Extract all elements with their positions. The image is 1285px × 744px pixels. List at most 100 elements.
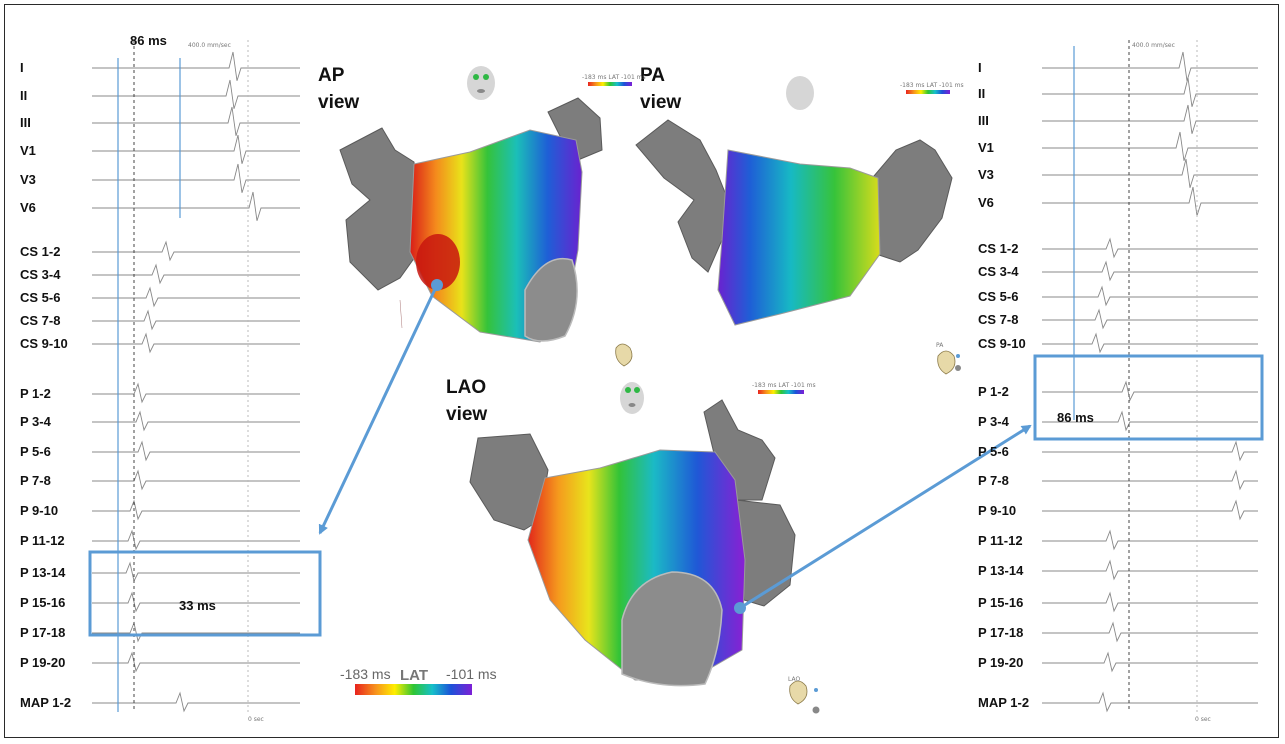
- left-lead-label: P 7-8: [20, 473, 51, 488]
- right-lead-label: CS 5-6: [978, 289, 1019, 304]
- left-lead-label: CS 5-6: [20, 290, 61, 305]
- left-egm-trace: [92, 621, 300, 643]
- right-lead-label: II: [978, 86, 986, 101]
- left-egm-trace: [92, 51, 300, 81]
- ap-view-map: [339, 97, 603, 343]
- lao-mini-bar-labels: -183 ms LAT -101 ms: [752, 382, 816, 389]
- left-lead-label: P 3-4: [20, 414, 51, 429]
- right-lead-label: CS 7-8: [978, 312, 1019, 327]
- left-egm-trace: [92, 410, 300, 432]
- lat-min-label: -183 ms: [340, 666, 391, 682]
- right-lead-label: P 17-18: [978, 625, 1024, 640]
- left-lead-label: P 1-2: [20, 386, 51, 401]
- lao-view-map: [469, 399, 796, 687]
- right-highlight-box: [1033, 354, 1264, 441]
- left-egm-trace: [92, 591, 300, 613]
- left-egm-trace: [92, 332, 300, 354]
- right-sweep-speed: 400.0 mm/sec: [1132, 42, 1175, 49]
- pa-view-label: PA view: [640, 65, 682, 113]
- left-lead-label: CS 9-10: [20, 336, 68, 351]
- right-lead-label: P 11-12: [978, 533, 1023, 548]
- left-lead-label: P 19-20: [20, 655, 66, 670]
- right-egm-trace: [1042, 380, 1258, 402]
- lao-view-label: LAO view: [446, 377, 488, 425]
- right-egm-trace: [1042, 559, 1258, 581]
- left-lead-label: P 17-18: [20, 625, 66, 640]
- ap-view-label: AP view: [318, 65, 360, 113]
- left-egm-trace: [92, 529, 300, 551]
- right-lead-label: III: [978, 113, 989, 128]
- right-egm-trace: [1042, 260, 1258, 282]
- lao-orientation-badge: LAO: [788, 676, 801, 683]
- left-egm-trace: [92, 309, 300, 331]
- right-lead-label: P 7-8: [978, 473, 1009, 488]
- pa-orientation-badge: PA: [936, 342, 944, 349]
- center-heart-icon: [615, 343, 633, 367]
- right-lead-label: CS 9-10: [978, 336, 1026, 351]
- left-lead-label: P 15-16: [20, 595, 66, 610]
- right-lead-label: CS 3-4: [978, 264, 1019, 279]
- right-egm-trace: [1042, 591, 1258, 613]
- left-egm-trace: [92, 382, 300, 404]
- right-lead-label: P 5-6: [978, 444, 1009, 459]
- pa-mini-bar-labels: -183 ms LAT -101 ms: [900, 82, 964, 89]
- right-egm-trace: [1042, 237, 1258, 259]
- right-lead-label: V1: [978, 140, 994, 155]
- left-egm-trace: [92, 651, 300, 673]
- left-egm-trace: [92, 240, 300, 262]
- ap-to-left-egm-arrow: [318, 284, 439, 535]
- left-egm-trace: [92, 191, 300, 221]
- left-egm-trace: [92, 106, 300, 136]
- left-egm-trace: [92, 286, 300, 308]
- right-egm-traces: [1042, 51, 1258, 713]
- right-box-interval: 86 ms: [1057, 410, 1094, 425]
- left-egm-trace: [92, 163, 300, 193]
- right-egm-trace: [1042, 691, 1258, 713]
- left-lead-label: P 5-6: [20, 444, 51, 459]
- right-egm-trace: [1042, 158, 1258, 188]
- right-egm-trace: [1042, 499, 1258, 521]
- left-egm-trace: [92, 79, 300, 109]
- right-egm-trace: [1042, 51, 1258, 81]
- ap-mini-colorbar: [588, 82, 632, 86]
- left-egm-trace: [92, 440, 300, 462]
- lao-head-icon: [620, 382, 644, 414]
- left-egm-trace: [92, 469, 300, 491]
- right-egm-trace: [1042, 285, 1258, 307]
- right-egm-trace: [1042, 186, 1258, 216]
- right-egm-trace: [1042, 469, 1258, 491]
- right-lead-label: P 13-14: [978, 563, 1024, 578]
- left-egm-trace: [92, 499, 300, 521]
- left-lead-label: III: [20, 115, 31, 130]
- lat-max-label: -101 ms: [446, 666, 497, 682]
- left-egm-trace: [92, 691, 300, 713]
- right-lead-label: P 15-16: [978, 595, 1024, 610]
- left-lead-label: II: [20, 88, 28, 103]
- lao-orientation-icon: [789, 680, 820, 714]
- left-lead-label: MAP 1-2: [20, 695, 72, 710]
- right-lead-label: V3: [978, 167, 994, 182]
- right-egm-trace: [1042, 440, 1258, 462]
- left-lead-label: I: [20, 60, 24, 75]
- right-egm-trace: [1042, 410, 1258, 432]
- right-egm-trace: [1042, 651, 1258, 673]
- left-top-interval: 86 ms: [130, 33, 167, 48]
- pa-head-icon: [786, 76, 814, 110]
- lat-title: LAT: [400, 667, 429, 684]
- left-lead-label: V6: [20, 200, 36, 215]
- left-egm-trace: [92, 561, 300, 583]
- right-lead-label: P 19-20: [978, 655, 1024, 670]
- right-egm-trace: [1042, 308, 1258, 330]
- left-egm-traces: [92, 51, 300, 713]
- lao-to-right-egm-arrow: [739, 424, 1032, 610]
- pa-view-map: [635, 119, 953, 326]
- right-egm-trace: [1042, 104, 1258, 134]
- lat-colorbar: [355, 684, 472, 695]
- pa-orientation-icon: [937, 350, 961, 375]
- right-lead-label: P 9-10: [978, 503, 1017, 518]
- left-egm-trace: [92, 263, 300, 285]
- left-lead-label: CS 1-2: [20, 244, 61, 259]
- right-lead-label: CS 1-2: [978, 241, 1019, 256]
- left-egm-trace: [92, 134, 300, 164]
- lao-mini-colorbar: [758, 390, 804, 394]
